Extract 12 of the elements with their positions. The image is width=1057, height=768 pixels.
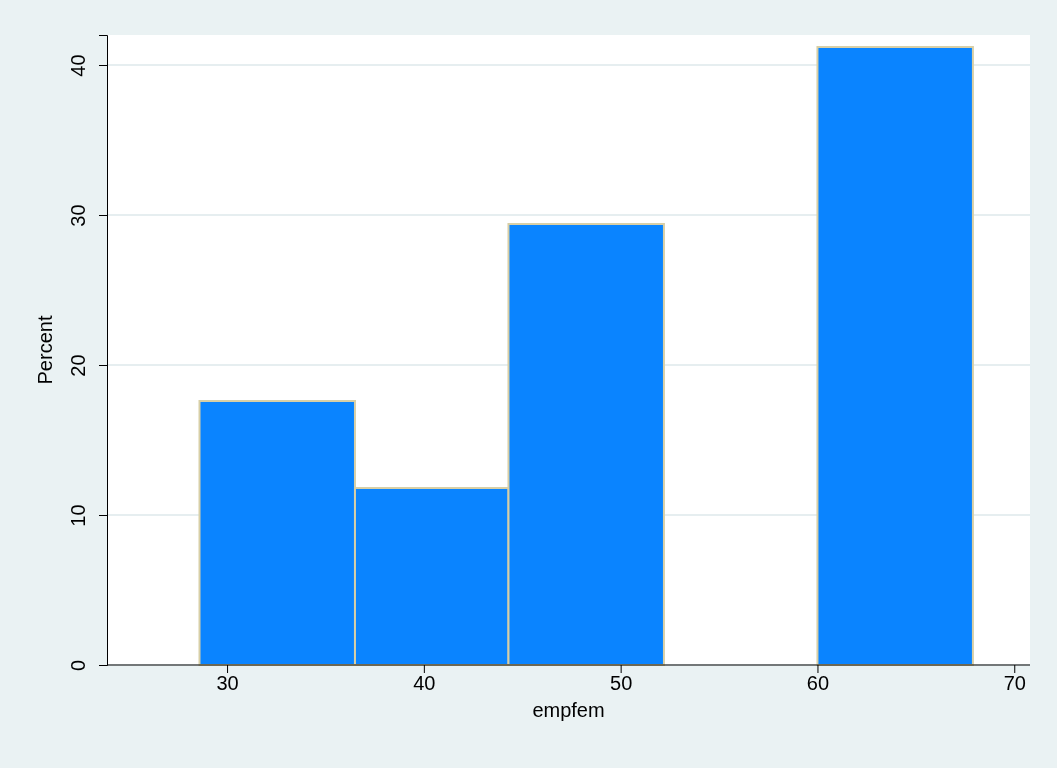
x-tick-label: 30 [216,672,239,695]
x-tick-label: 70 [1003,672,1026,695]
y-axis-title: Percent [34,315,56,385]
y-tick-label: 40 [67,54,89,77]
y-tick-label: 30 [67,204,89,227]
y-tick-label: 20 [67,354,89,377]
y-tick-label: 0 [67,659,89,672]
y-tick-label: 10 [67,504,89,527]
x-tick-label: 60 [806,672,830,695]
x-tick-label: 40 [413,672,436,695]
x-axis-title: empfem [532,699,605,721]
x-tick-label: 50 [610,672,633,695]
